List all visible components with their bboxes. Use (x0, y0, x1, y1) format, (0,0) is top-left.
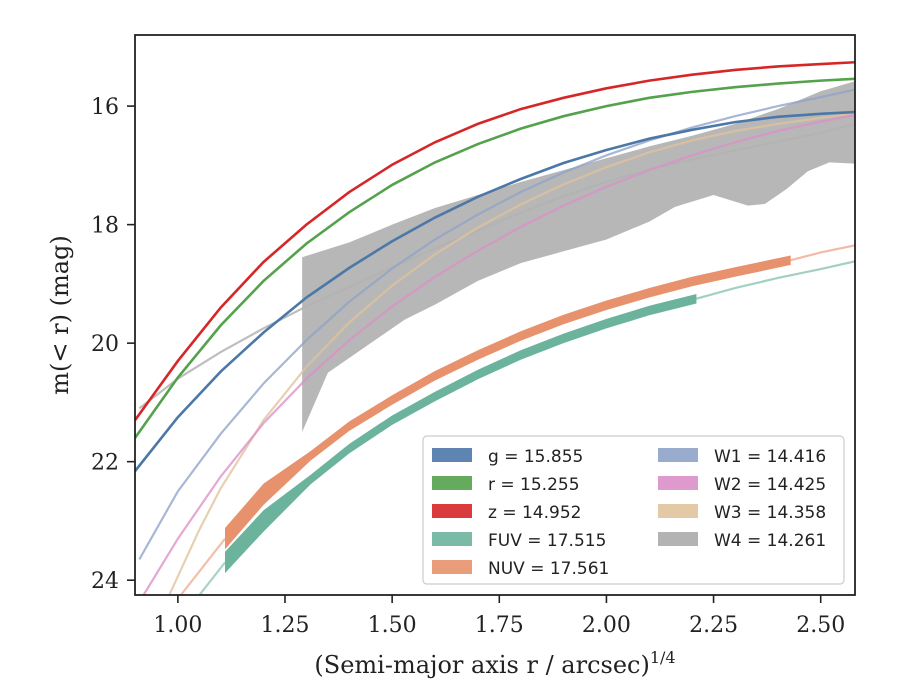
legend-swatch (432, 476, 472, 490)
fuv-lead-line (198, 561, 226, 595)
y-tick-label: 24 (91, 569, 119, 594)
x-tick-label: 1.50 (368, 613, 417, 638)
legend-swatch (658, 448, 698, 462)
legend-box (422, 435, 845, 585)
x-axis-label-main: (Semi-major axis r / arcsec) (314, 651, 649, 679)
fuv-extrapolated-line (696, 260, 855, 300)
w2-profile-line (142, 113, 855, 595)
nuv-lead-line (179, 538, 226, 595)
w4-uncertainty-band (302, 81, 855, 433)
legend-swatch (658, 532, 698, 546)
nuv-extrapolated-line (790, 244, 855, 262)
w1-profile-line (138, 88, 855, 560)
axes-layer: 1.00 1.25 1.50 1.75 2.00 2.25 2.50 16 18 20 22 24 (S… (46, 34, 856, 679)
y-tick-label: 22 (91, 451, 119, 476)
legend-swatch (432, 532, 472, 546)
g-profile-line (135, 110, 855, 472)
legend-swatch (432, 448, 472, 462)
x-tick-label: 1.75 (475, 613, 524, 638)
legend-label: g = 15.855 (488, 447, 583, 467)
plot-layer (135, 60, 855, 595)
legend-label: W1 = 14.416 (714, 447, 826, 467)
legend-label: W4 = 14.261 (714, 531, 826, 551)
legend-layer: g = 15.855 r = 15.255 z = 14.952 FUV = 17.5… (422, 435, 845, 585)
legend-swatch (432, 504, 472, 518)
y-tick-label: 18 (91, 214, 119, 239)
legend-label: W2 = 14.425 (714, 475, 826, 495)
x-tick-label: 2.50 (796, 613, 845, 638)
legend-label: FUV = 17.515 (488, 531, 606, 551)
legend-label: NUV = 17.561 (488, 559, 609, 579)
legend-label: z = 14.952 (488, 503, 581, 523)
x-tick-label: 1.25 (261, 613, 310, 638)
w4-profile-line (138, 122, 855, 410)
legend-swatch (658, 476, 698, 490)
x-axis-label: (Semi-major axis r / arcsec)1/4 (314, 648, 675, 679)
legend-swatch (432, 560, 472, 574)
legend-label: W3 = 14.358 (714, 503, 826, 523)
y-tick-label: 16 (91, 95, 119, 120)
legend-swatch (658, 504, 698, 518)
y-axis-label: m(< r) (mag) (46, 235, 74, 394)
z-profile-line (135, 60, 855, 421)
x-tick-label: 1.00 (153, 613, 202, 638)
x-tick-label: 2.00 (582, 613, 631, 638)
legend-label: r = 15.255 (488, 475, 580, 495)
plot-frame (134, 34, 856, 596)
r-profile-line (135, 77, 855, 439)
x-tick-label: 2.25 (689, 613, 738, 638)
y-tick-label: 20 (91, 332, 119, 357)
x-axis-label-superscript: 1/4 (650, 648, 676, 667)
